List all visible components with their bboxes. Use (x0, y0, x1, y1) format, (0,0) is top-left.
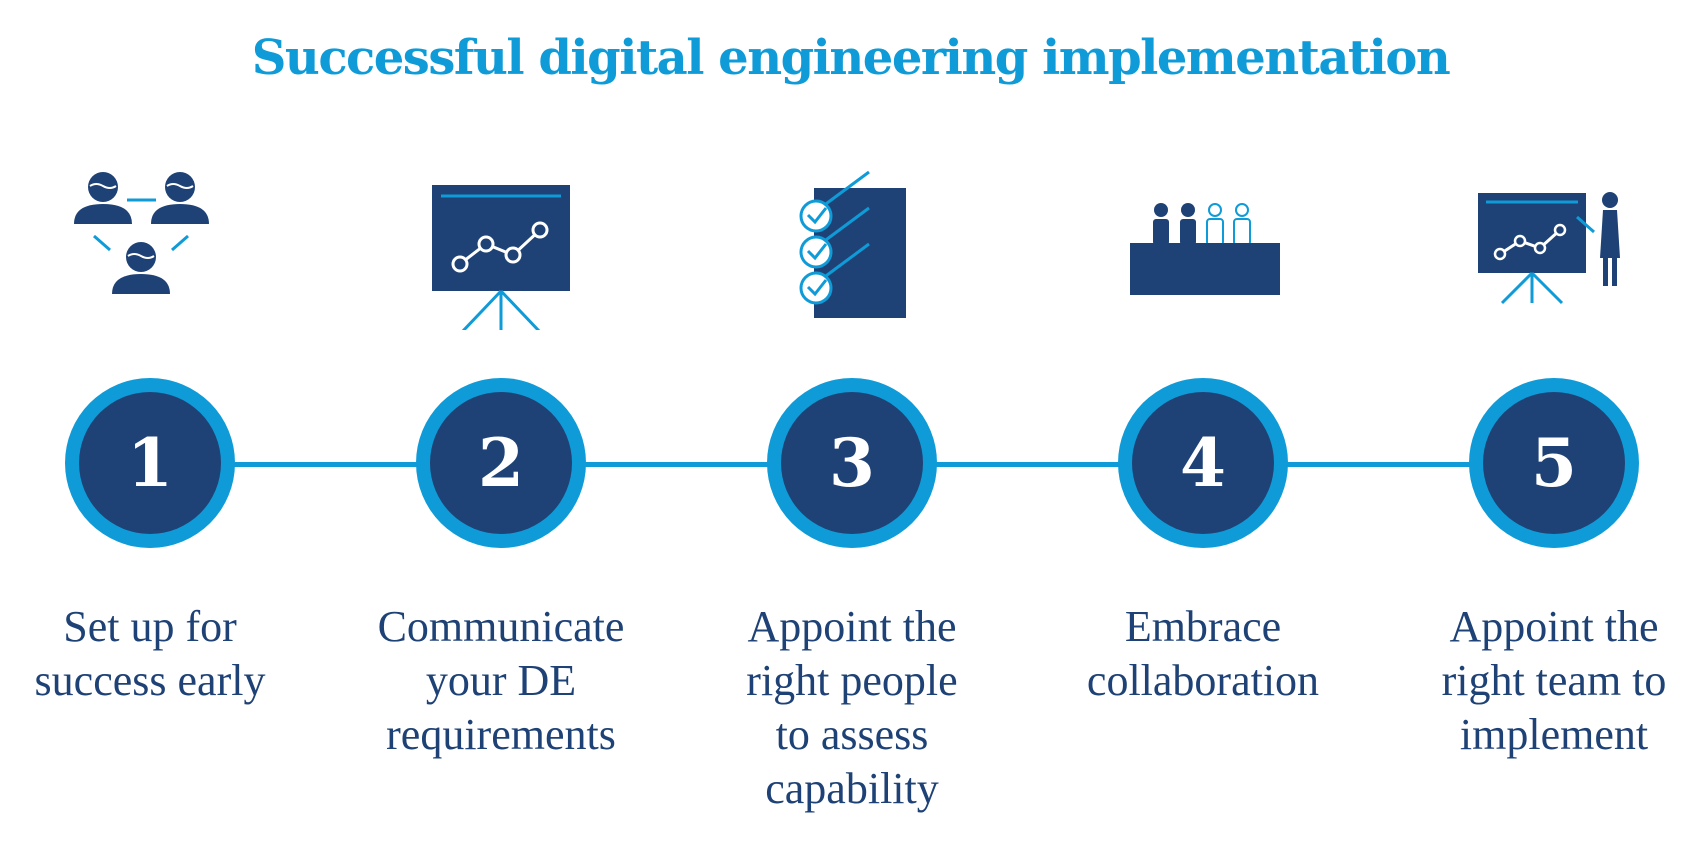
step-4-marker: 4 (1118, 378, 1288, 548)
step-1-number: 1 (79, 392, 221, 534)
presentation-chart-icon (400, 160, 600, 330)
step-1-marker: 1 (65, 378, 235, 548)
step-5-number: 5 (1483, 392, 1625, 534)
checklist-icon (750, 160, 950, 330)
step-3-label: Appoint the right people to assess capabili… (746, 602, 958, 813)
presenter-icon (1452, 160, 1652, 330)
step-2-marker: 2 (416, 378, 586, 548)
panel-table-icon (1102, 160, 1302, 330)
step-4-number: 4 (1132, 392, 1274, 534)
page-title: Successful digital engineering implement… (251, 30, 1451, 86)
people-network-icon (52, 160, 252, 330)
step-2-number: 2 (430, 392, 572, 534)
step-3-number: 3 (781, 392, 923, 534)
step-4-label: Embrace collaboration (1086, 602, 1320, 705)
step-1-label: Set up for success early (34, 602, 266, 705)
step-5-label: Appoint the right team to implement (1441, 602, 1667, 759)
step-2-label: Communicate your DE requirements (377, 602, 625, 759)
step-5-marker: 5 (1469, 378, 1639, 548)
step-3-marker: 3 (767, 378, 937, 548)
